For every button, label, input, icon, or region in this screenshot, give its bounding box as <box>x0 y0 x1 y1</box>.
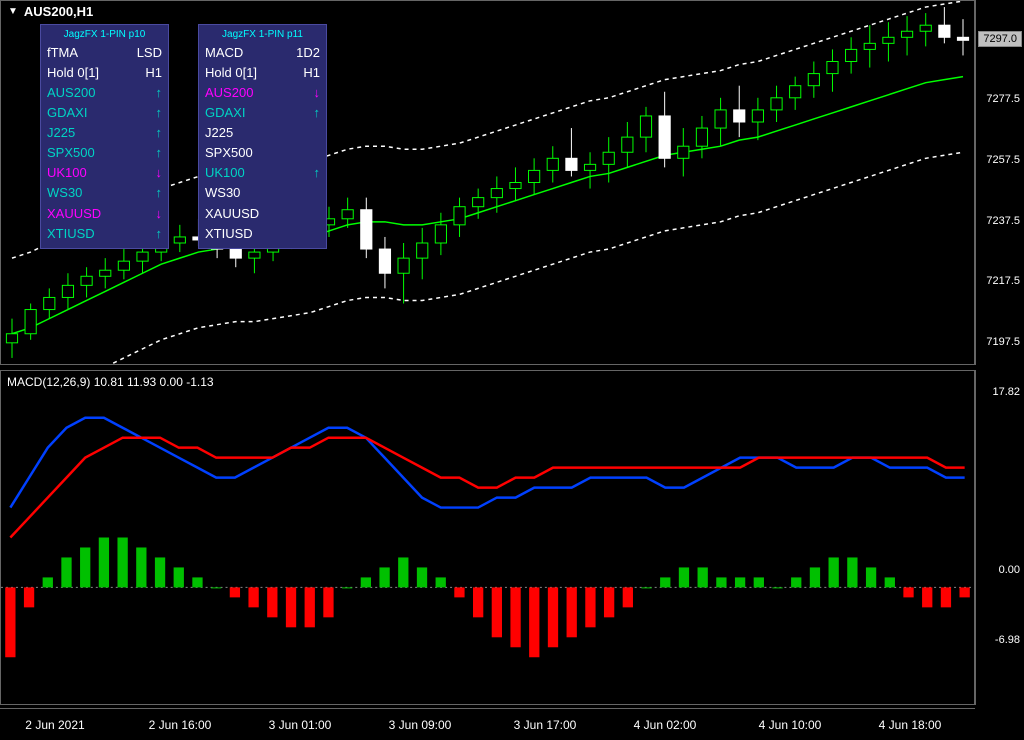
panel-symbol-row[interactable]: XTIUSD <box>205 224 320 244</box>
macd-y-axis: 17.82 0.00 -6.98 <box>975 370 1024 705</box>
panel-symbol-row[interactable]: GDAXI↑ <box>205 103 320 123</box>
price-y-axis: 7197.5 7217.5 7237.5 7257.5 7277.5 7297.0 <box>975 0 1024 365</box>
panel-symbol-row[interactable]: J225↑ <box>47 123 162 143</box>
panel-symbol-row[interactable]: XTIUSD↑ <box>47 224 162 244</box>
x-tick-label: 4 Jun 18:00 <box>879 718 942 732</box>
panel-title: JagzFX 1-PIN p10 <box>47 27 162 43</box>
macd-chart-area[interactable]: MACD(12,26,9) 10.81 11.93 0.00 -1.13 <box>0 370 975 705</box>
x-tick-label: 2 Jun 2021 <box>25 718 84 732</box>
chart-title-bar[interactable]: ▼ AUS200,H1 <box>8 4 93 19</box>
dropdown-icon: ▼ <box>8 6 18 17</box>
x-tick-label: 3 Jun 09:00 <box>389 718 452 732</box>
symbol-timeframe: AUS200,H1 <box>24 4 93 19</box>
y-tick-label: 7277.5 <box>986 93 1020 105</box>
panel-symbol-row[interactable]: AUS200↓ <box>205 83 320 103</box>
x-tick-label: 4 Jun 10:00 <box>759 718 822 732</box>
panel-symbol-row[interactable]: WS30↑ <box>47 183 162 203</box>
panel-header-row: fTMALSD <box>47 43 162 63</box>
panel-symbol-row[interactable]: XAUUSD↓ <box>47 204 162 224</box>
panel-symbol-row[interactable]: UK100↓ <box>47 163 162 183</box>
x-tick-label: 3 Jun 17:00 <box>514 718 577 732</box>
panel-symbol-row[interactable]: J225 <box>205 123 320 143</box>
panel-symbol-row[interactable]: UK100↑ <box>205 163 320 183</box>
panel-title: JagzFX 1-PIN p11 <box>205 27 320 43</box>
panel-header-row: MACD1D2 <box>205 43 320 63</box>
panel-symbol-row[interactable]: AUS200↑ <box>47 83 162 103</box>
macd-title: MACD(12,26,9) 10.81 11.93 0.00 -1.13 <box>7 375 214 389</box>
x-tick-label: 4 Jun 02:00 <box>634 718 697 732</box>
trading-chart-window: ▼ AUS200,H1 7197.5 7217.5 7237.5 7257.5 7277… <box>0 0 1024 740</box>
y-tick-label: 7217.5 <box>986 275 1020 287</box>
macd-y-tick: 17.82 <box>992 386 1020 398</box>
macd-y-tick: 0.00 <box>999 564 1020 576</box>
indicator-panel-1[interactable]: JagzFX 1-PIN p10fTMALSDHold 0[1]H1AUS200… <box>40 24 169 249</box>
panel-hold-row: Hold 0[1]H1 <box>205 63 320 83</box>
y-tick-label: 7297.0 <box>978 31 1022 47</box>
panel-symbol-row[interactable]: XAUUSD <box>205 204 320 224</box>
macd-chart <box>1 371 974 704</box>
panel-hold-row: Hold 0[1]H1 <box>47 63 162 83</box>
time-x-axis: 2 Jun 2021 2 Jun 16:00 3 Jun 01:00 3 Jun 09… <box>0 708 975 740</box>
panel-symbol-row[interactable]: SPX500↑ <box>47 143 162 163</box>
macd-y-tick: -6.98 <box>995 634 1020 646</box>
x-tick-label: 2 Jun 16:00 <box>149 718 212 732</box>
x-tick-label: 3 Jun 01:00 <box>269 718 332 732</box>
y-tick-label: 7237.5 <box>986 215 1020 227</box>
panel-symbol-row[interactable]: WS30 <box>205 183 320 203</box>
y-tick-label: 7197.5 <box>986 336 1020 348</box>
panel-symbol-row[interactable]: SPX500 <box>205 143 320 163</box>
panel-symbol-row[interactable]: GDAXI↑ <box>47 103 162 123</box>
y-tick-label: 7257.5 <box>986 154 1020 166</box>
indicator-panel-2[interactable]: JagzFX 1-PIN p11MACD1D2Hold 0[1]H1AUS200… <box>198 24 327 249</box>
